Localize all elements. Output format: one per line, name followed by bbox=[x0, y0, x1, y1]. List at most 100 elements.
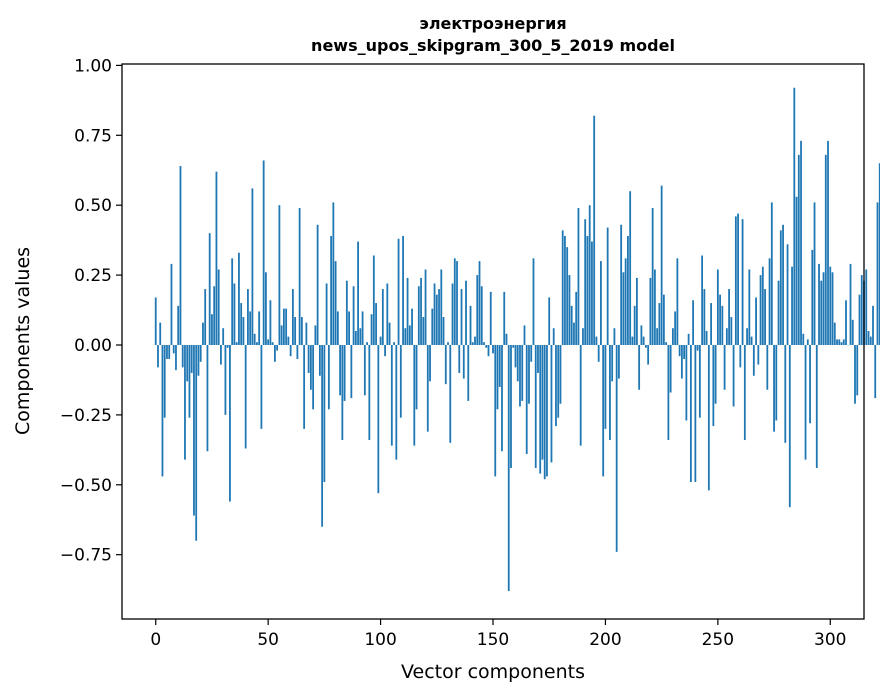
bar-203 bbox=[611, 344, 614, 382]
bar-222 bbox=[653, 269, 656, 345]
bar-236 bbox=[685, 344, 688, 421]
bar-49 bbox=[265, 272, 267, 345]
bar-276 bbox=[775, 344, 778, 421]
bar-220 bbox=[649, 277, 652, 345]
bar-116 bbox=[415, 344, 418, 410]
bar-55 bbox=[278, 205, 281, 345]
bar-280 bbox=[784, 344, 787, 443]
bar-168 bbox=[532, 258, 535, 345]
bar-19 bbox=[197, 344, 200, 376]
bar-283 bbox=[791, 266, 793, 345]
bar-282 bbox=[788, 344, 791, 508]
bar-226 bbox=[662, 294, 665, 345]
bar-274 bbox=[770, 202, 773, 345]
x-tick-label: 200 bbox=[589, 630, 621, 650]
bar-0 bbox=[154, 297, 157, 345]
y-tick-label: 0.75 bbox=[74, 126, 112, 146]
bar-156 bbox=[505, 333, 508, 345]
bar-231 bbox=[674, 311, 677, 345]
bar-213 bbox=[633, 305, 636, 345]
bar-6 bbox=[168, 344, 171, 359]
bar-239 bbox=[692, 300, 695, 345]
bar-96 bbox=[370, 314, 373, 345]
bar-265 bbox=[750, 336, 753, 345]
y-tick-label: 1.00 bbox=[74, 56, 112, 76]
bar-172 bbox=[541, 344, 544, 460]
bar-134 bbox=[456, 261, 458, 345]
bar-53 bbox=[274, 344, 276, 362]
bar-284 bbox=[793, 87, 796, 346]
bar-302 bbox=[833, 322, 836, 345]
bar-212 bbox=[631, 336, 634, 345]
bar-268 bbox=[757, 344, 760, 365]
bar-292 bbox=[811, 249, 814, 345]
bar-309 bbox=[849, 263, 852, 345]
bar-246 bbox=[707, 344, 710, 491]
bar-14 bbox=[186, 344, 189, 382]
bar-110 bbox=[402, 235, 404, 345]
bar-202 bbox=[609, 344, 611, 441]
bar-159 bbox=[512, 344, 515, 348]
bar-311 bbox=[854, 344, 856, 404]
bar-68 bbox=[307, 344, 310, 373]
bar-249 bbox=[714, 344, 717, 404]
bar-48 bbox=[262, 160, 265, 345]
bar-254 bbox=[725, 328, 728, 345]
bar-2 bbox=[159, 322, 162, 345]
bar-131 bbox=[449, 344, 452, 443]
bar-122 bbox=[429, 344, 431, 382]
bar-33 bbox=[229, 344, 231, 502]
bar-314 bbox=[860, 275, 863, 345]
bar-103 bbox=[386, 283, 389, 345]
bar-167 bbox=[530, 344, 533, 362]
bar-277 bbox=[777, 280, 780, 345]
bar-84 bbox=[343, 344, 346, 401]
bar-101 bbox=[381, 289, 384, 345]
bar-294 bbox=[815, 344, 818, 469]
bar-189 bbox=[579, 344, 582, 446]
bar-269 bbox=[759, 275, 762, 345]
bar-307 bbox=[845, 300, 847, 345]
bar-126 bbox=[438, 289, 440, 345]
bar-149 bbox=[489, 291, 492, 345]
bar-series bbox=[154, 87, 880, 592]
bar-288 bbox=[802, 333, 805, 345]
bar-128 bbox=[442, 317, 445, 345]
bar-198 bbox=[600, 261, 602, 345]
bar-175 bbox=[548, 297, 551, 345]
bar-169 bbox=[534, 344, 537, 469]
bar-7 bbox=[170, 263, 173, 345]
bar-25 bbox=[211, 314, 213, 345]
bar-114 bbox=[411, 308, 413, 345]
bar-221 bbox=[651, 207, 654, 345]
bar-318 bbox=[869, 336, 872, 345]
bar-133 bbox=[453, 258, 456, 345]
bar-147 bbox=[485, 344, 488, 348]
bar-127 bbox=[440, 269, 443, 345]
bar-264 bbox=[748, 269, 751, 345]
bar-296 bbox=[820, 280, 823, 345]
bar-35 bbox=[233, 283, 236, 345]
bar-42 bbox=[249, 311, 252, 345]
bar-109 bbox=[399, 344, 402, 418]
bar-17 bbox=[193, 344, 195, 516]
bar-44 bbox=[253, 333, 256, 345]
x-axis-label: Vector components bbox=[401, 661, 585, 683]
bar-217 bbox=[642, 336, 645, 345]
bar-97 bbox=[372, 255, 375, 345]
bar-121 bbox=[426, 344, 429, 432]
bar-58 bbox=[285, 308, 288, 345]
bar-71 bbox=[314, 325, 317, 345]
bar-205 bbox=[615, 344, 618, 552]
bar-34 bbox=[231, 258, 234, 345]
bar-229 bbox=[669, 344, 672, 393]
bar-105 bbox=[390, 344, 393, 446]
bar-306 bbox=[842, 339, 845, 345]
bar-38 bbox=[240, 303, 243, 345]
bar-275 bbox=[773, 344, 775, 432]
bar-89 bbox=[354, 331, 357, 345]
bar-199 bbox=[602, 344, 605, 477]
bar-237 bbox=[687, 333, 690, 345]
